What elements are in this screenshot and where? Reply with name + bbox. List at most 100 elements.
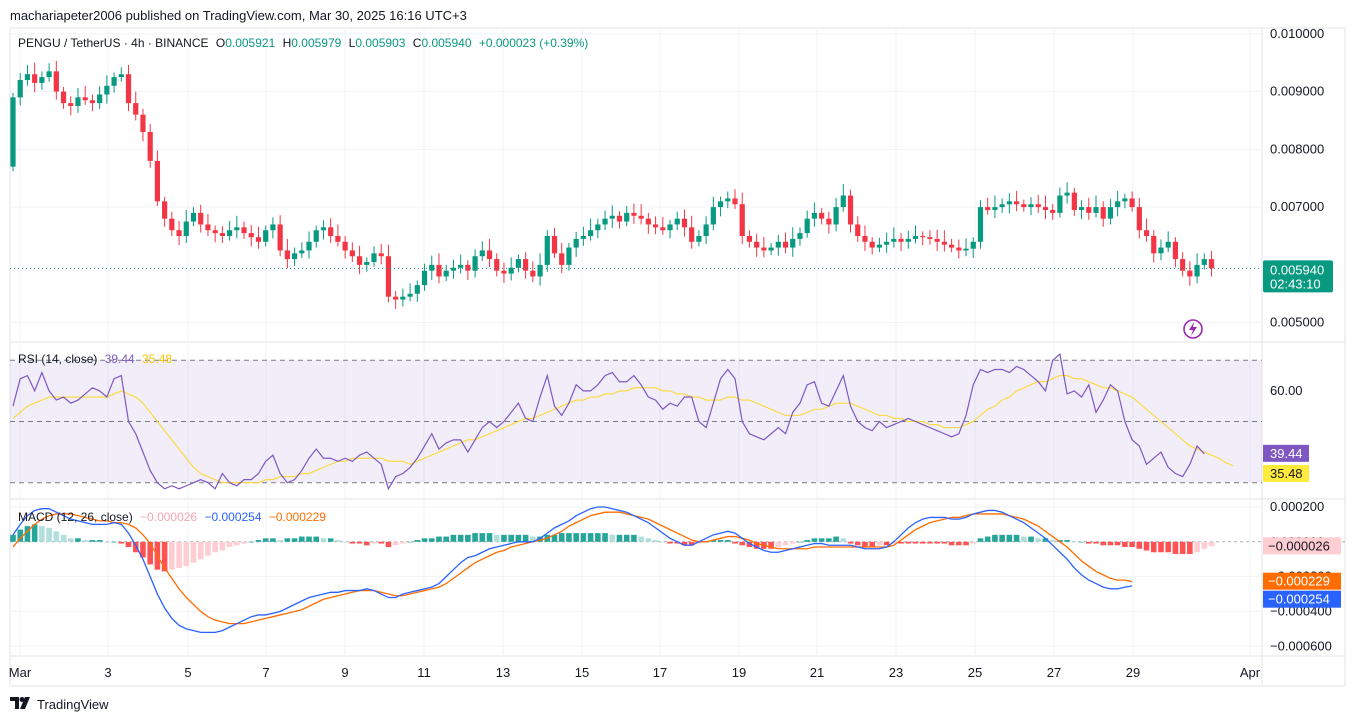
macd-histogram-bar — [847, 541, 854, 544]
macd-histogram-bar — [118, 541, 125, 544]
macd-histogram-bar — [977, 538, 984, 542]
macd-line-legend-value: −0.000254 — [204, 510, 262, 524]
candle-body — [1187, 270, 1193, 277]
tradingview-watermark[interactable]: TradingView — [10, 697, 109, 712]
candle-body — [1115, 201, 1121, 208]
low-label: L — [348, 36, 356, 50]
candle-body — [429, 264, 435, 271]
x-tick-label: 27 — [1047, 665, 1061, 680]
candle-body — [624, 212, 630, 222]
rsi-ma-badge-value: 35.48 — [1270, 466, 1303, 481]
candle-body — [1122, 198, 1128, 202]
macd-histogram-bar — [992, 534, 998, 542]
macd-histogram-bar — [522, 534, 529, 542]
macd-histogram-bar — [147, 541, 153, 565]
watermark-text: TradingView — [37, 697, 109, 712]
macd-legend[interactable]: MACD (12, 26, close) −0.000026 −0.000254… — [18, 510, 330, 524]
macd-histogram-bar — [270, 538, 276, 542]
candle-body — [674, 218, 680, 225]
candle-body — [328, 227, 334, 236]
candle-body — [32, 74, 38, 83]
rsi-ma-line — [12, 375, 1234, 484]
candle-body — [602, 218, 608, 225]
macd-histogram-bar — [1064, 540, 1070, 542]
candle-body — [1165, 241, 1171, 248]
macd-histogram-bar — [789, 541, 796, 544]
candle-body — [17, 80, 23, 98]
candle-body — [739, 204, 745, 236]
x-tick-label: 9 — [341, 665, 348, 680]
macd-histogram-bar — [125, 541, 132, 548]
candle-body — [862, 236, 868, 242]
candle-body — [443, 270, 449, 277]
x-tick-label: 3 — [104, 665, 111, 680]
candle-body — [118, 74, 124, 78]
candle-body — [1086, 207, 1092, 213]
rsi-ma-value-badge — [1263, 464, 1309, 482]
macd-histogram-bar — [1172, 541, 1179, 554]
candle-body — [999, 204, 1005, 208]
tradingview-logo-icon — [10, 697, 32, 712]
macd-histogram-bar — [1093, 541, 1099, 544]
candle-body — [876, 244, 882, 248]
candle-body — [1143, 230, 1150, 236]
candle-body — [147, 132, 153, 161]
macd-histogram-bar — [876, 541, 883, 546]
candle-body — [616, 215, 623, 222]
candle-body — [1006, 201, 1012, 205]
candle-body — [154, 160, 160, 202]
candle-body — [732, 198, 738, 205]
candle-body — [985, 207, 991, 210]
candle-body — [1107, 207, 1114, 219]
macd-histogram-bar — [320, 538, 327, 542]
macd-histogram-bar — [1021, 536, 1027, 542]
macd-histogram-bar — [1085, 541, 1092, 544]
low-value: 0.005903 — [355, 36, 406, 50]
macd-histogram-bar — [169, 541, 175, 570]
rsi-legend[interactable]: RSI (14, close) 39.44 35.48 — [18, 352, 176, 366]
macd-histogram-bar — [472, 533, 478, 542]
candle-body — [840, 195, 846, 208]
candle-body — [227, 230, 233, 236]
macd-histogram-bar — [75, 538, 81, 542]
candle-body — [24, 74, 31, 80]
macd-histogram-bar — [313, 536, 320, 542]
candle-body — [212, 230, 218, 234]
candle-body — [1042, 207, 1049, 210]
rsi-legend-label: RSI (14, close) — [18, 352, 98, 366]
candle-body — [1071, 192, 1077, 210]
candle-body — [725, 198, 731, 202]
price-axis-label: 0.007000 — [1270, 199, 1324, 214]
macd-histogram-bar — [306, 536, 312, 542]
macd-histogram-bar — [501, 534, 507, 542]
candle-body — [696, 236, 702, 242]
candle-body — [349, 250, 355, 257]
macd-histogram-bar — [1122, 541, 1128, 548]
macd-signal-badge — [1263, 572, 1341, 590]
macd-histogram-bar — [573, 533, 579, 542]
macd-histogram-bar — [465, 534, 471, 542]
candle-body — [393, 296, 399, 300]
macd-histogram-bar — [291, 538, 298, 542]
macd-histogram-bar — [284, 538, 291, 542]
candle-body — [530, 270, 536, 277]
candle-body — [1136, 207, 1142, 231]
macd-histogram-bar — [717, 540, 724, 542]
candle-body — [566, 247, 572, 265]
candle-body — [645, 218, 651, 225]
candle-body — [436, 264, 442, 277]
macd-histogram-bar — [963, 541, 969, 546]
candle-body — [190, 212, 197, 222]
symbol-legend[interactable]: PENGU / TetherUS · 4h · BINANCE O0.00592… — [18, 36, 592, 50]
candle-body — [205, 224, 211, 231]
macd-histogram-bar — [840, 538, 847, 542]
x-tick-label: 7 — [262, 665, 269, 680]
candle-body — [60, 91, 67, 104]
candle-body — [1057, 195, 1063, 213]
macd-histogram-bar — [927, 541, 933, 544]
macd-histogram-bar — [407, 541, 413, 543]
macd-histogram-bar — [833, 536, 839, 542]
macd-histogram-bar — [457, 534, 464, 542]
macd-histogram-bar — [89, 540, 96, 542]
